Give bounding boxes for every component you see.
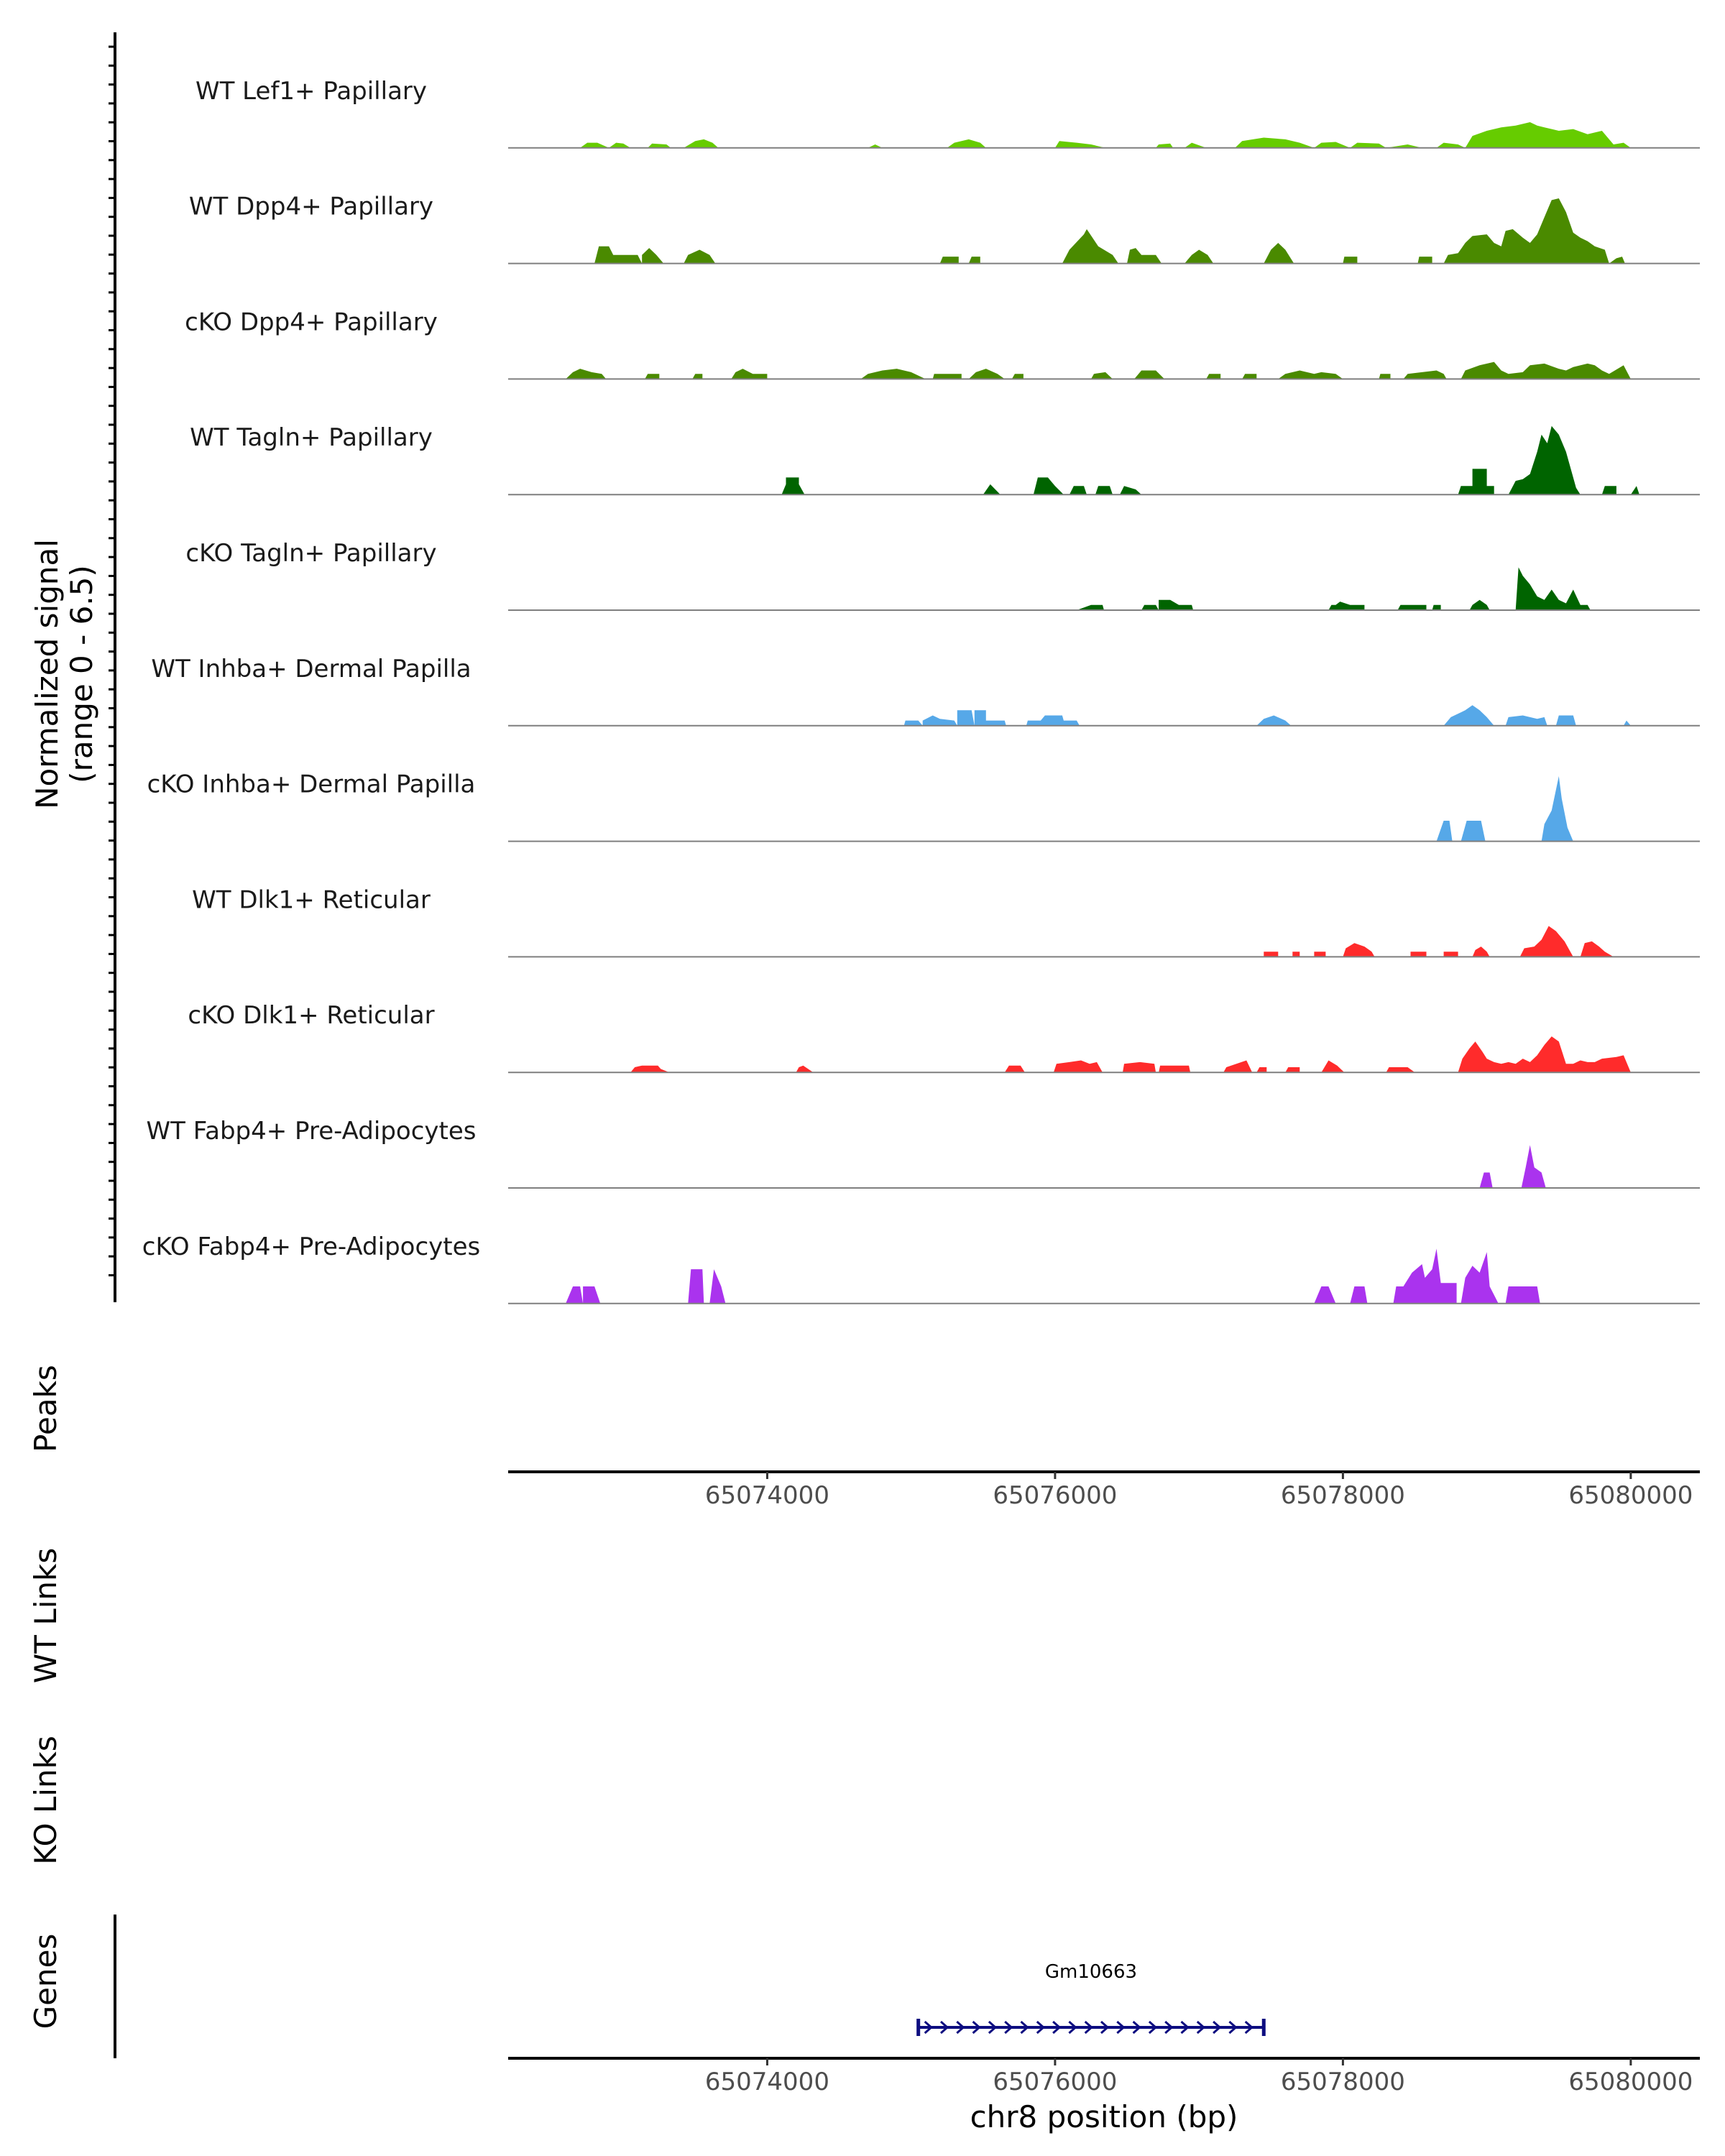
coverage-area — [580, 122, 1631, 148]
coverage-area — [566, 361, 1631, 379]
track-label: cKO Fabp4+ Pre-Adipocytes — [142, 1233, 481, 1261]
track-label: cKO Tagln+ Papillary — [185, 539, 436, 568]
track-cko-tagln-papillary: cKO Tagln+ Papillary — [185, 539, 1700, 611]
track-cko-dlk1-reticular: cKO Dlk1+ Reticular — [188, 1001, 1700, 1074]
coverage-y-title: Normalized signal — [29, 539, 65, 809]
track-wt-tagln-papillary: WT Tagln+ Papillary — [190, 423, 1700, 496]
coverage-area — [1077, 567, 1591, 610]
track-cko-dpp4-papillary: cKO Dpp4+ Papillary — [185, 308, 1700, 380]
coverage-tracks: WT Lef1+ Papillary WT Dpp4+ Papillary cKO … — [142, 77, 1700, 1304]
x-tick-label: 65074000 — [705, 2068, 829, 2096]
coverage-area — [566, 1248, 1540, 1304]
x-tick-label: 65076000 — [993, 2068, 1117, 2096]
track-label: WT Dpp4+ Papillary — [189, 193, 433, 221]
gene-strand-arrow — [1244, 2020, 1254, 2035]
ko-links-title: KO Links — [28, 1736, 63, 1865]
gene-strand-arrow — [1148, 2020, 1158, 2035]
track-label: WT Lef1+ Papillary — [196, 77, 427, 106]
coverage-area — [630, 1036, 1631, 1073]
gene-strand-arrow — [988, 2020, 998, 2035]
track-label: WT Tagln+ Papillary — [190, 423, 433, 452]
wt-links-title: WT Links — [28, 1548, 63, 1683]
coverage-area — [1479, 1145, 1546, 1188]
peaks-x-axis-ticks: 65074000 65076000 65078000 65080000 — [705, 1472, 1693, 1510]
genes-title: Genes — [28, 1934, 63, 2030]
gene-strand-arrow — [939, 2020, 949, 2035]
coverage-area — [1436, 776, 1573, 842]
x-axis-title: chr8 position (bp) — [970, 2099, 1238, 2134]
track-cko-inhba-dermal-papilla: cKO Inhba+ Dermal Papilla — [147, 770, 1700, 842]
gene-annotation-track: Gm10663 — [916, 1961, 1266, 2036]
coverage-y-subtitle: (range 0 - 6.5) — [64, 565, 99, 783]
gene-strand-arrow — [1100, 2020, 1110, 2035]
gene-strand-arrow — [1116, 2020, 1126, 2035]
track-label: cKO Dlk1+ Reticular — [188, 1001, 434, 1030]
track-wt-inhba-dermal-papilla: WT Inhba+ Dermal Papilla — [151, 655, 1700, 727]
gene-strand-arrow — [1164, 2020, 1174, 2035]
gene-strand-arrow — [1196, 2020, 1206, 2035]
gene-strand-arrow — [972, 2020, 981, 2035]
gene-strand-arrow — [1180, 2020, 1190, 2035]
gene-strand-arrow — [1052, 2020, 1062, 2035]
track-wt-lef1-papillary: WT Lef1+ Papillary — [196, 77, 1700, 149]
track-wt-dpp4-papillary: WT Dpp4+ Papillary — [189, 193, 1700, 264]
coverage-area — [903, 705, 1631, 726]
gene-gm10663: Gm10663 — [916, 1961, 1266, 2036]
gene-strand-arrow — [1004, 2020, 1013, 2035]
x-tick-label: 65078000 — [1281, 1481, 1405, 1510]
gene-strand-arrow — [1084, 2020, 1093, 2035]
gene-name-label: Gm10663 — [1045, 1961, 1137, 1983]
x-tick-label: 65076000 — [993, 1481, 1117, 1510]
gene-strand-arrow — [1132, 2020, 1141, 2035]
peaks-title: Peaks — [28, 1365, 63, 1452]
gene-strand-arrow — [1068, 2020, 1077, 2035]
gene-strand-arrow — [1036, 2020, 1046, 2035]
x-tick-label: 65078000 — [1281, 2068, 1405, 2096]
track-label: WT Inhba+ Dermal Papilla — [151, 655, 471, 683]
coverage-left-axis-ticks — [109, 45, 115, 1276]
coverage-y-axis-title: Normalized signal (range 0 - 6.5) — [29, 539, 99, 809]
x-tick-label: 65080000 — [1568, 2068, 1693, 2096]
x-tick-label: 65080000 — [1568, 1481, 1693, 1510]
x-tick-label: 65074000 — [705, 1481, 829, 1510]
track-label: WT Fabp4+ Pre-Adipocytes — [147, 1117, 477, 1146]
gene-strand-arrow — [1020, 2020, 1029, 2035]
track-label: cKO Dpp4+ Papillary — [185, 308, 438, 336]
track-wt-fabp4-pre-adipocytes: WT Fabp4+ Pre-Adipocytes — [147, 1117, 1700, 1189]
bottom-x-axis-ticks: 65074000 65076000 65078000 65080000 — [705, 2058, 1693, 2096]
track-wt-dlk1-reticular: WT Dlk1+ Reticular — [192, 885, 1700, 958]
gene-strand-arrow — [924, 2020, 933, 2035]
coverage-area — [781, 425, 1639, 495]
coverage-area — [594, 198, 1625, 264]
track-cko-fabp4-pre-adipocytes: cKO Fabp4+ Pre-Adipocytes — [142, 1233, 1700, 1304]
gene-strand-arrow — [956, 2020, 965, 2035]
gene-strand-arrow — [1213, 2020, 1222, 2035]
track-label: WT Dlk1+ Reticular — [192, 885, 431, 914]
gene-strand-arrow — [1228, 2020, 1238, 2035]
track-label: cKO Inhba+ Dermal Papilla — [147, 770, 476, 799]
coverage-area — [1264, 926, 1614, 957]
